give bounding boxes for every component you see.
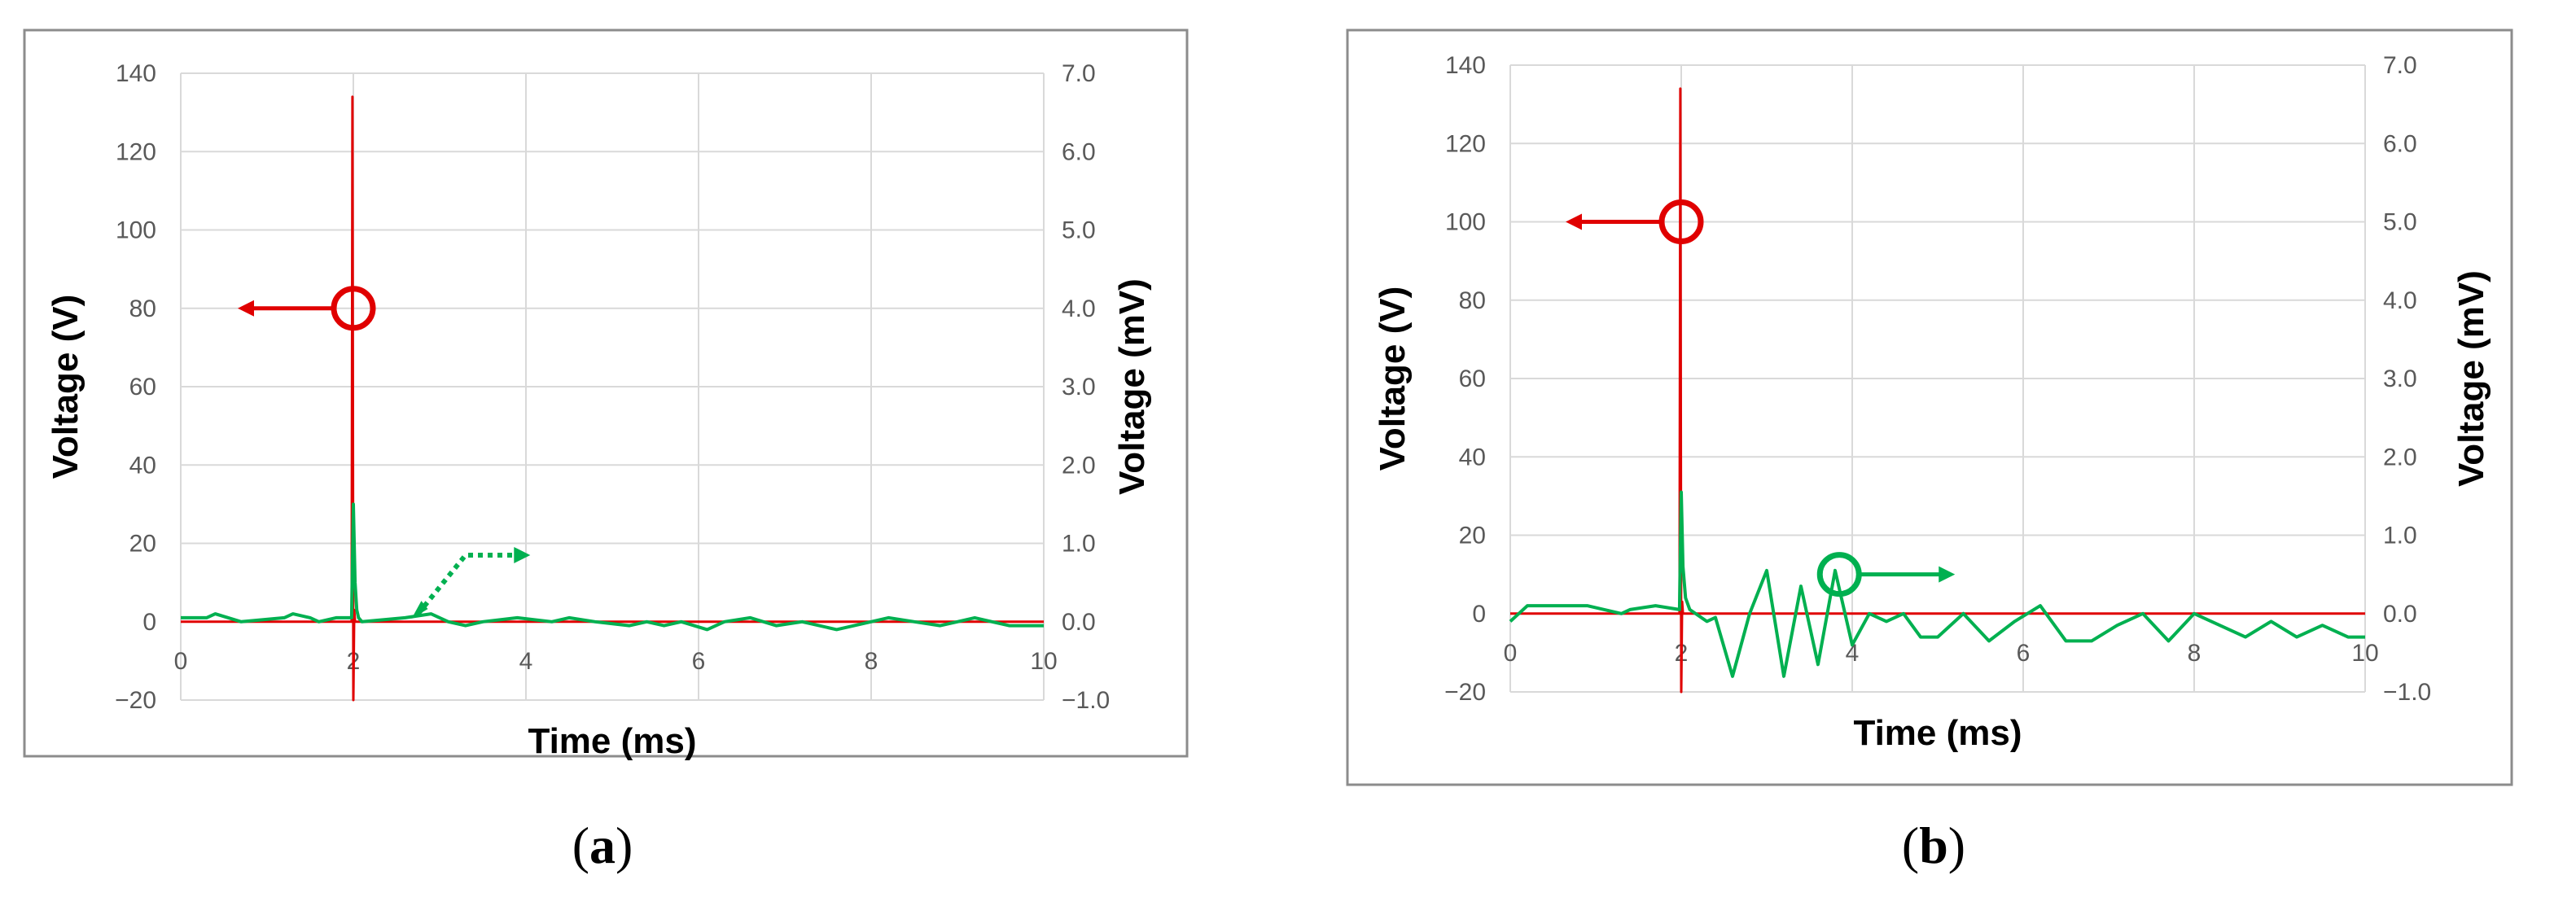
x-tick-label: 10 — [2351, 640, 2378, 667]
y-left-tick-label: 100 — [1445, 209, 1486, 236]
y-right-tick-label: 1.0 — [2383, 523, 2417, 549]
annotation-arrowhead — [1566, 213, 1582, 230]
y-right-tick-label: 5.0 — [1062, 217, 1096, 244]
y-left-tick-label: 100 — [116, 217, 156, 244]
y-left-tick-label: 20 — [1459, 523, 1486, 549]
annotation-arrowhead — [238, 300, 254, 317]
y-left-tick-label: 0 — [1472, 601, 1486, 628]
y-right-tick-label: 0.0 — [1062, 609, 1096, 636]
x-tick-label: 8 — [865, 648, 878, 675]
y-right-tick-label: 6.0 — [1062, 138, 1096, 165]
panel-label: (b) — [1902, 816, 1965, 874]
x-tick-label: 4 — [519, 648, 533, 675]
y-right-tick-label: 2.0 — [1062, 452, 1096, 479]
y-right-tick-label: 5.0 — [2383, 209, 2417, 236]
y-left-tick-label: −20 — [1444, 679, 1486, 706]
y-right-tick-label: 3.0 — [1062, 374, 1096, 400]
series-voltage-v-line — [181, 95, 1044, 702]
series-voltage-mv-line — [181, 502, 1044, 632]
series-voltage-v-line — [1510, 87, 2365, 694]
y-right-tick-label: 2.0 — [2383, 444, 2417, 471]
y-right-tick-label: −1.0 — [1062, 687, 1110, 714]
x-tick-label: 0 — [174, 648, 188, 675]
annotation-dotted-arrow — [416, 552, 519, 616]
series-voltage-mv-line — [1509, 490, 2365, 678]
y-left-tick-label: 80 — [129, 295, 156, 322]
y-right-axis-title: Voltage (mV) — [2451, 270, 2491, 487]
x-axis-title: Time (ms) — [528, 721, 696, 761]
x-tick-label: 10 — [1030, 648, 1057, 675]
y-left-tick-label: 140 — [1445, 52, 1486, 79]
annotation-arrowhead — [411, 601, 428, 619]
y-left-tick-label: 120 — [1445, 130, 1486, 157]
y-left-axis-title: Voltage (V) — [46, 295, 85, 479]
y-right-axis-title: Voltage (mV) — [1112, 278, 1152, 495]
panel-a: −20020406080100120140−1.00.01.02.03.04.0… — [23, 28, 1189, 874]
x-tick-label: 4 — [1846, 640, 1860, 667]
y-left-tick-label: 120 — [116, 138, 156, 165]
x-tick-label: 8 — [2188, 640, 2201, 667]
y-left-tick-label: −20 — [115, 687, 156, 714]
y-right-tick-label: 7.0 — [2383, 52, 2417, 79]
y-right-tick-label: 7.0 — [1062, 60, 1096, 87]
y-left-tick-label: 20 — [129, 531, 156, 558]
x-axis-title: Time (ms) — [1853, 713, 2022, 753]
y-right-tick-label: 4.0 — [1062, 295, 1096, 322]
y-left-tick-label: 60 — [1459, 365, 1486, 392]
x-tick-label: 0 — [1504, 640, 1518, 667]
y-left-tick-label: 0 — [142, 609, 156, 636]
y-right-tick-label: 0.0 — [2383, 601, 2417, 628]
panel-b: −20020406080100120140−1.00.01.02.03.04.0… — [1346, 28, 2513, 874]
y-left-tick-label: 40 — [129, 452, 156, 479]
y-left-tick-label: 140 — [116, 60, 156, 87]
chart-frame — [1346, 28, 2513, 786]
y-right-tick-label: 6.0 — [2383, 130, 2417, 157]
annotation-arrowhead — [1939, 566, 1956, 583]
y-right-tick-label: 3.0 — [2383, 365, 2417, 392]
panel-label: (a) — [572, 816, 633, 874]
y-right-tick-label: 1.0 — [1062, 531, 1096, 558]
x-tick-label: 6 — [692, 648, 706, 675]
y-left-tick-label: 60 — [129, 374, 156, 400]
y-left-axis-title: Voltage (V) — [1373, 287, 1413, 471]
y-left-tick-label: 80 — [1459, 287, 1486, 314]
x-tick-label: 6 — [2017, 640, 2031, 667]
y-left-tick-label: 40 — [1459, 444, 1486, 471]
y-right-tick-label: 4.0 — [2383, 287, 2417, 314]
y-right-tick-label: −1.0 — [2383, 679, 2431, 706]
chart-frame — [23, 28, 1189, 758]
annotation-arrowhead — [514, 546, 531, 563]
